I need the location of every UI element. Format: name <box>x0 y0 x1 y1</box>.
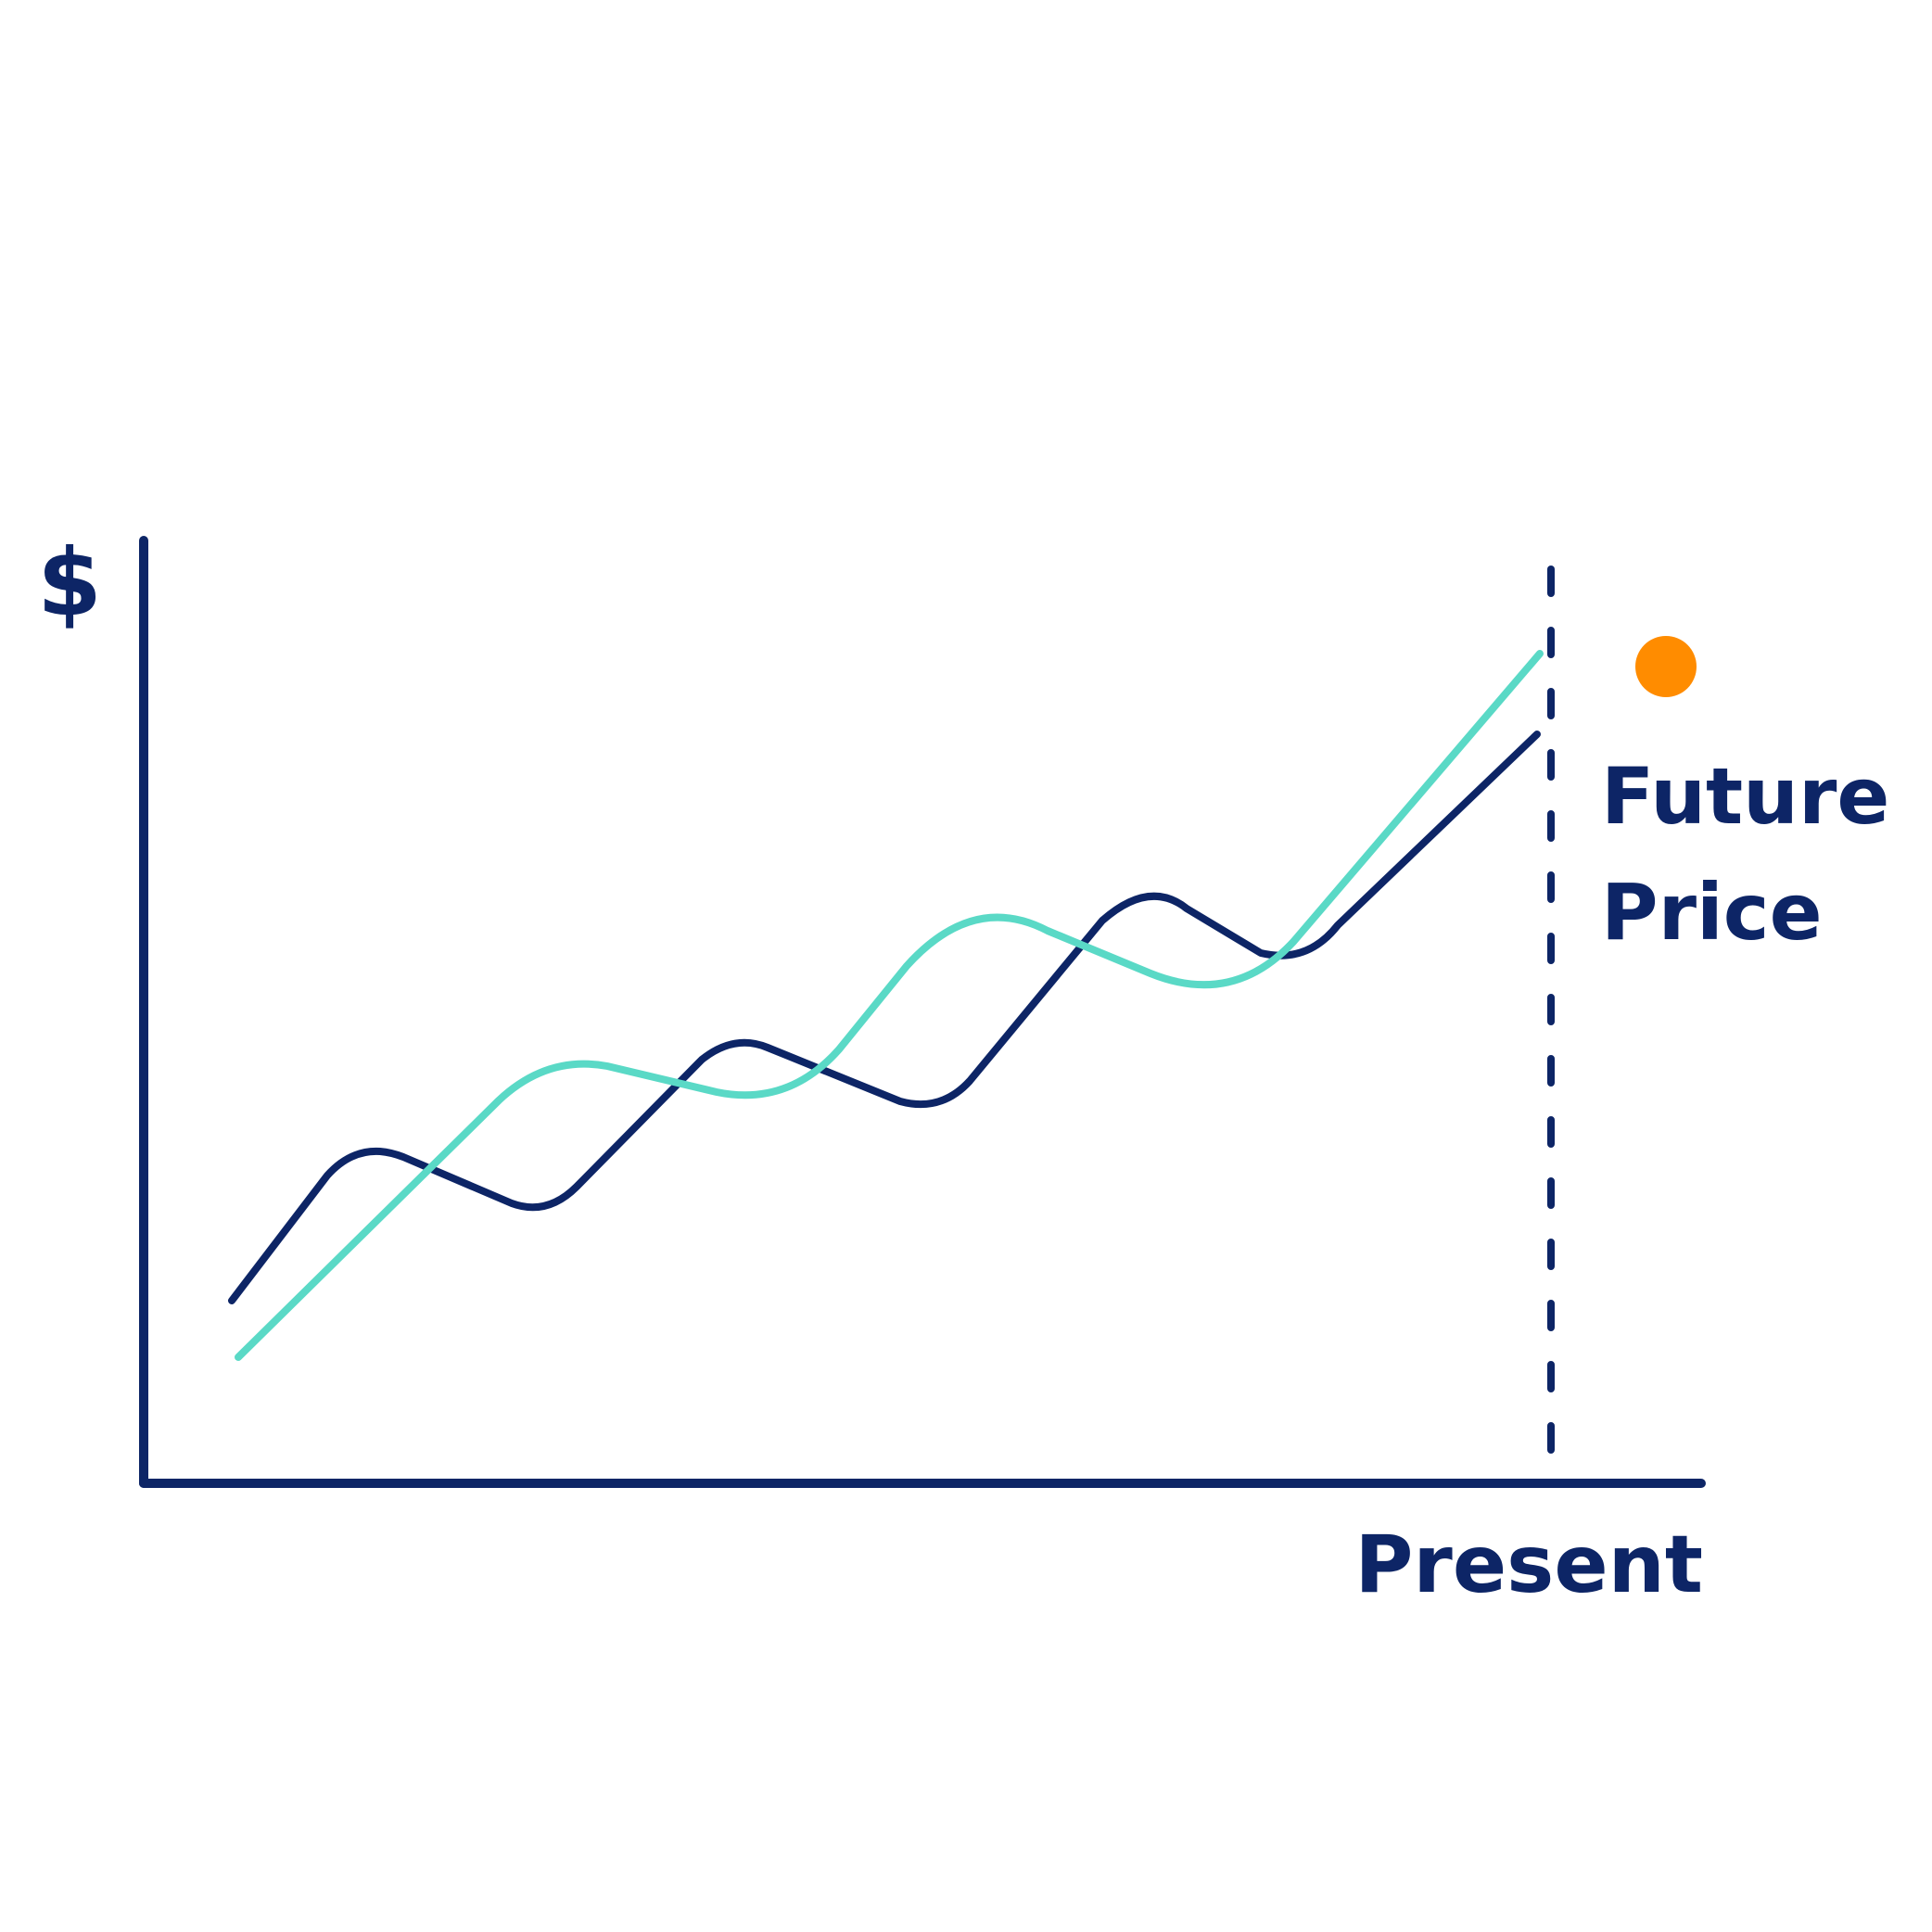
navy-price-line <box>228 731 1541 1304</box>
future-price-label-line-1: Future <box>1601 751 1889 842</box>
future-price-dot <box>1635 636 1697 697</box>
teal-price-line <box>235 650 1544 1361</box>
y-axis-label: $ <box>37 528 102 637</box>
x-axis-label: Present <box>1354 1519 1703 1611</box>
future-price-label-line-2: Price <box>1601 867 1823 958</box>
